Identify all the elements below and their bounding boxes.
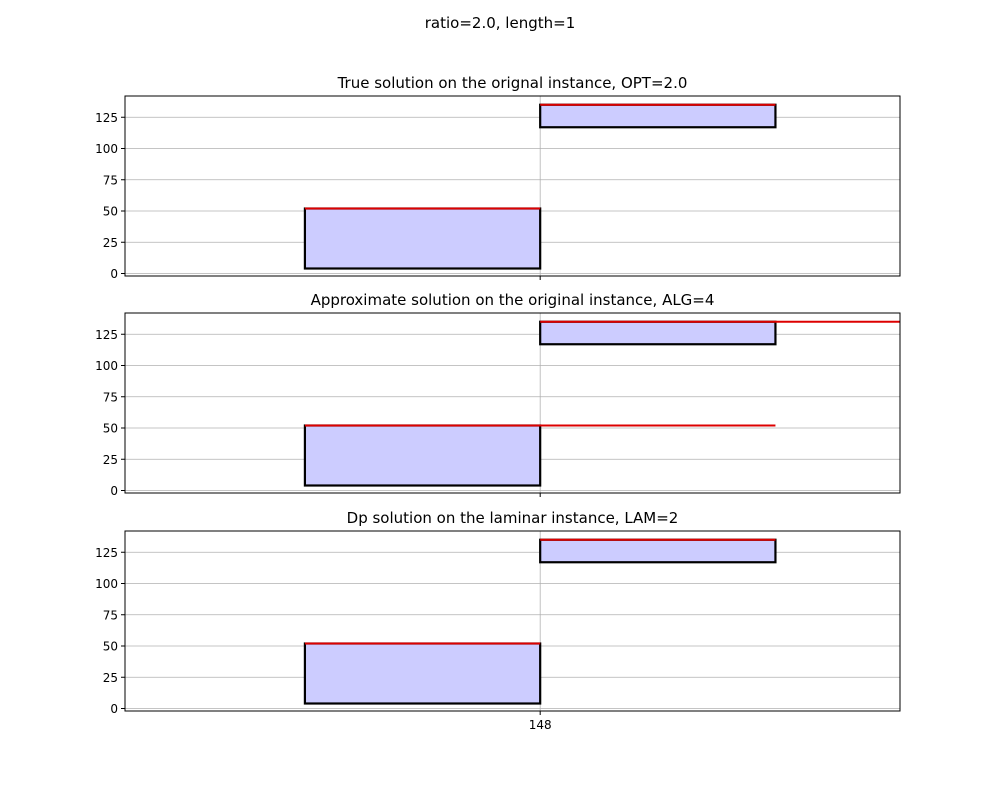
chart-panel-1: True solution on the orignal instance, O… [95,74,901,281]
plot-area [125,96,900,276]
y-tick-label: 0 [110,484,118,498]
y-tick-label: 125 [95,111,118,125]
y-tick-label: 100 [95,577,118,591]
y-tick-label: 25 [103,453,118,467]
y-tick-label: 125 [95,546,118,560]
plot-area [125,313,900,493]
box-1 [303,207,542,270]
y-tick-label: 50 [103,640,118,654]
y-tick-label: 25 [103,671,118,685]
y-tick-label: 100 [95,142,118,156]
chart-panels: True solution on the orignal instance, O… [95,74,901,732]
y-tick-label: 25 [103,236,118,250]
figure-suptitle: ratio=2.0, length=1 [425,14,575,32]
box-2 [539,103,777,129]
y-tick-label: 75 [103,173,118,187]
panel-title: Approximate solution on the original ins… [311,291,715,309]
box-2 [539,538,777,564]
y-tick-label: 0 [110,267,118,281]
chart-panel-2: Approximate solution on the original ins… [95,291,901,498]
y-tick-label: 75 [103,608,118,622]
box-2 [539,320,777,346]
y-tick-label: 50 [103,422,118,436]
x-tick-label: 148 [529,718,552,732]
panel-title: True solution on the orignal instance, O… [337,74,688,92]
plot-area [125,531,900,711]
axes-frame [124,95,901,277]
panel-title: Dp solution on the laminar instance, LAM… [347,509,679,527]
y-tick-label: 100 [95,359,118,373]
chart-panel-3: Dp solution on the laminar instance, LAM… [95,509,901,732]
y-tick-label: 75 [103,390,118,404]
y-tick-label: 0 [110,702,118,716]
box-1 [303,424,542,487]
axes-frame [124,312,901,494]
axes-frame [124,530,901,712]
box-1 [303,642,542,705]
y-tick-label: 50 [103,205,118,219]
y-tick-label: 125 [95,328,118,342]
